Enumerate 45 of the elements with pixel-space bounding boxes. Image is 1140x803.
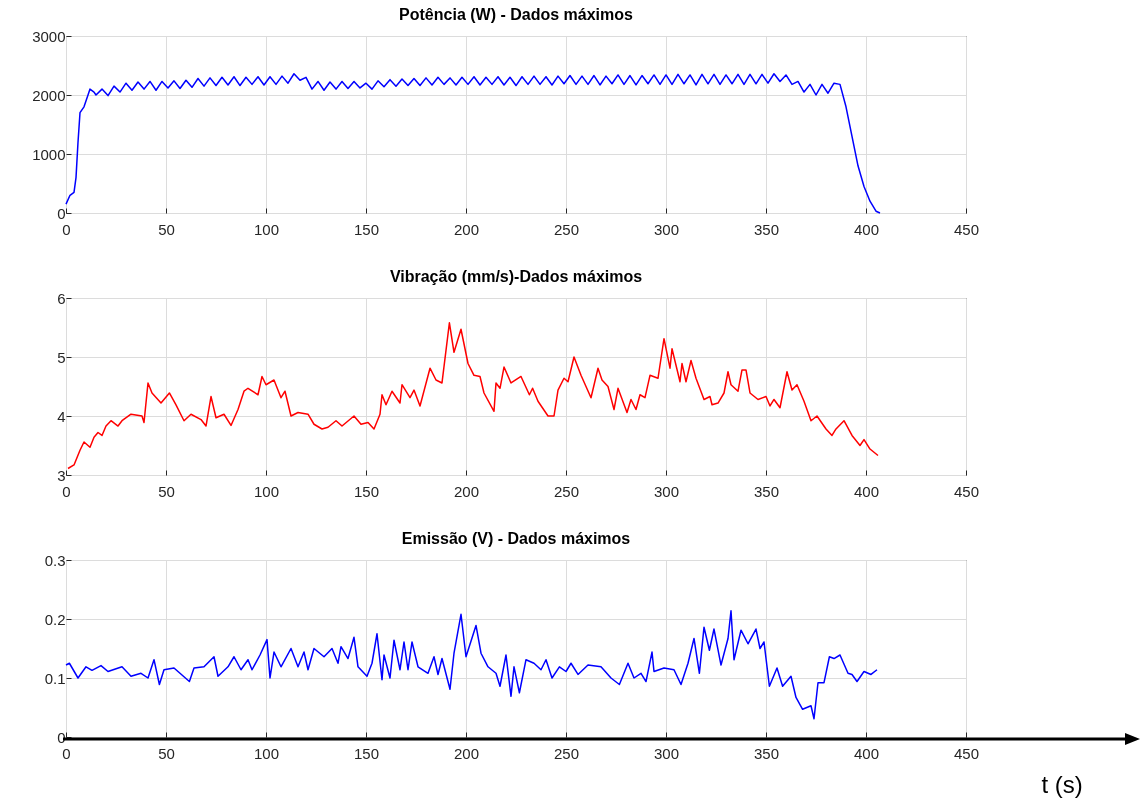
- x-tick-label: 400: [853, 744, 880, 762]
- x-tick-label: 250: [553, 482, 580, 500]
- x-tick-label: 350: [753, 744, 780, 762]
- y-tick-label: 1000: [32, 145, 66, 163]
- x-tick-label: 150: [353, 482, 380, 500]
- x-tick-label: 450: [953, 744, 980, 762]
- x-tick-label: 400: [853, 482, 880, 500]
- x-tick-label: 100: [253, 220, 280, 238]
- line-series: [67, 322, 879, 470]
- x-tick-label: 200: [453, 220, 480, 238]
- y-tick-label: 0.2: [44, 610, 66, 628]
- y-tick-label: 0.3: [44, 551, 66, 569]
- x-tick-label: 200: [453, 482, 480, 500]
- y-tick-label: 3000: [32, 27, 66, 45]
- y-tick-label: 0: [57, 204, 66, 222]
- y-tick-label: 4: [57, 407, 66, 425]
- chart-title: Potência (W) - Dados máximos: [399, 6, 634, 23]
- y-tick-label: 2000: [32, 86, 66, 104]
- x-tick-label: 250: [553, 744, 580, 762]
- x-tick-label: 350: [753, 220, 780, 238]
- x-tick-label: 150: [353, 220, 380, 238]
- x-tick-label: 100: [253, 744, 280, 762]
- x-tick-label: 100: [253, 482, 280, 500]
- y-tick-label: 0.1: [44, 669, 66, 687]
- chart-title: Emissão (V) - Dados máximos: [401, 530, 631, 547]
- x-tick-label: 450: [953, 482, 980, 500]
- y-tick-label: 6: [57, 289, 66, 307]
- x-tick-label: 50: [158, 482, 175, 500]
- x-tick-label: 300: [653, 220, 680, 238]
- x-tick-label: 150: [353, 744, 380, 762]
- line-series: [65, 609, 878, 720]
- x-tick-label: 250: [553, 220, 580, 238]
- x-tick-label: 200: [453, 744, 480, 762]
- y-tick-label: 3: [57, 466, 66, 484]
- x-tick-label: 400: [853, 220, 880, 238]
- chart-title: Vibração (mm/s)-Dados máximos: [389, 268, 643, 285]
- x-tick-label: 50: [158, 744, 175, 762]
- x-tick-label: 300: [653, 482, 680, 500]
- x-tick-label: 450: [953, 220, 980, 238]
- line-series: [65, 73, 881, 214]
- x-tick-label: 300: [653, 744, 680, 762]
- x-tick-label: 50: [158, 220, 175, 238]
- x-axis-title: t (s): [1041, 770, 1083, 798]
- x-tick-label: 350: [753, 482, 780, 500]
- y-tick-label: 5: [57, 348, 66, 366]
